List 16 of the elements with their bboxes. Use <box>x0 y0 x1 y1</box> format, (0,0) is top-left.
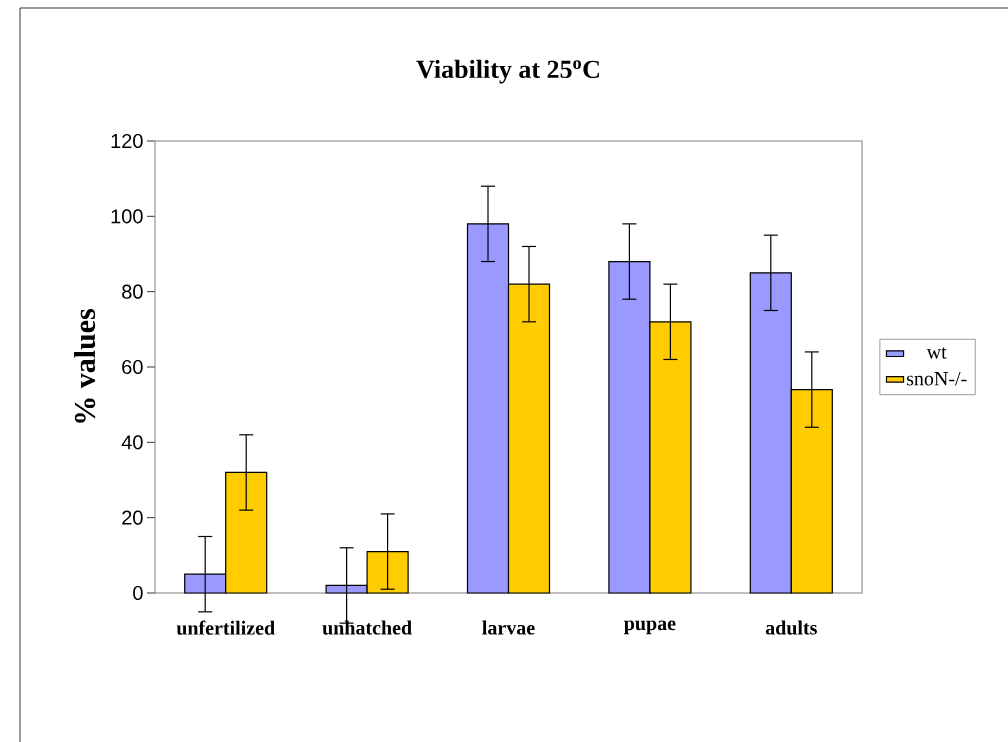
legend-label: snoN-/- <box>906 372 967 386</box>
y-axis-title: % values <box>74 309 96 423</box>
legend-label: wt <box>926 347 947 359</box>
y-tick-label: 40 <box>121 435 143 450</box>
y-tick-label: 60 <box>122 359 143 375</box>
x-tick-label: unhatched <box>322 620 412 635</box>
y-tick-label: 0 <box>133 585 143 601</box>
x-tick-label: pupae <box>624 620 676 635</box>
y-tick-label: 100 <box>111 209 143 224</box>
chart-title: Viability at 25$^{o}$C <box>416 59 599 84</box>
x-tick-label: unfertilized <box>176 620 275 635</box>
y-tick-label: 80 <box>122 284 143 299</box>
y-tick-label: 20 <box>122 510 143 525</box>
y-tick-label: 120 <box>111 133 143 149</box>
x-tick-label: larvae <box>482 620 535 635</box>
x-tick-label: adults <box>765 620 817 635</box>
